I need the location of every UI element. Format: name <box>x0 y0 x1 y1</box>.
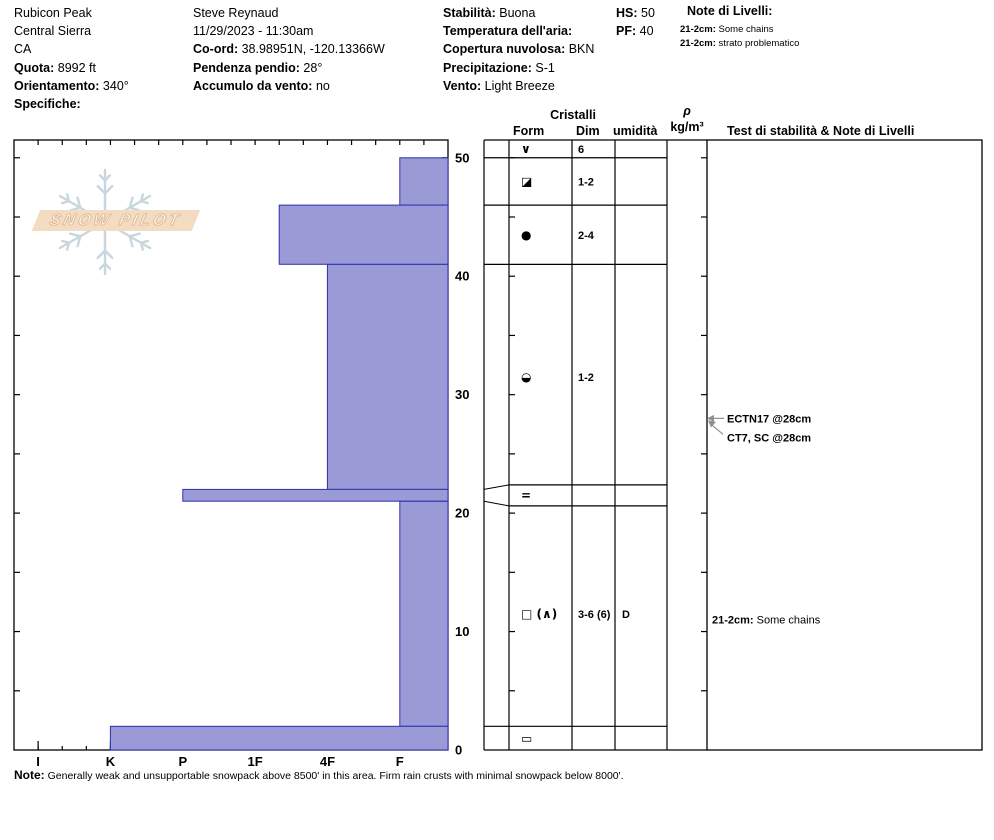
header-col-location: Rubicon Peak Central Sierra CA Quota: 8992 … <box>14 4 129 113</box>
grain-form-cell: ▭ <box>521 731 532 745</box>
moisture-cell: D <box>622 609 630 621</box>
tests-column-frame <box>706 139 983 751</box>
depth-axis-label: 30 <box>455 387 469 402</box>
level-notes-list: 21-2cm: Some chains 21-2cm: strato proble… <box>680 23 799 50</box>
header-line: Precipitazione: S-1 <box>443 60 555 75</box>
footer-note-text: Generally weak and unsupportable snowpac… <box>47 770 624 782</box>
grain-size-cell: 6 <box>578 144 584 156</box>
header-col-conditions: Stabilità: Buona Temperatura dell'aria: Co… <box>443 4 594 95</box>
header-col-hs-pf: HS: 50 PF: 40 <box>616 4 655 40</box>
table-header-tests: Test di stabilità & Note di Livelli <box>727 124 915 138</box>
level-note-item: 21-2cm: Some chains <box>680 24 774 35</box>
hardness-axis-label: K <box>106 754 116 769</box>
grain-form-cell: ∨ <box>521 142 531 156</box>
hardness-axis-label: 1F <box>248 754 263 769</box>
level-notes-title: Note di Livelli: <box>687 4 773 18</box>
footer-note: Note: Generally weak and unsupportable s… <box>14 768 624 782</box>
snow-layer-bar <box>182 488 449 502</box>
depth-axis-label: 20 <box>455 506 469 521</box>
grain-form-cell: ◒ <box>521 370 531 384</box>
depth-axis-label: 0 <box>455 743 462 758</box>
level-note-item: 21-2cm: strato problematico <box>680 37 800 49</box>
grain-size-cell: 2-4 <box>578 230 595 242</box>
header-line: Vento: Light Breeze <box>443 78 555 93</box>
grain-form-cell: ● <box>521 228 531 242</box>
depth-axis-label: 50 <box>455 150 469 165</box>
grain-form-cell: = <box>521 489 531 503</box>
header-line: Orientamento: 340° <box>14 78 129 93</box>
table-header-umidita: umidità <box>613 124 658 138</box>
layer-note: 21-2cm: Some chains <box>712 615 821 627</box>
snow-layer-bar <box>109 725 449 751</box>
header-line: 11/29/2023 - 11:30am <box>193 24 314 39</box>
grain-size-cell: 1-2 <box>578 177 594 189</box>
header-line: Rubicon Peak <box>14 6 92 20</box>
test-arrow-icon <box>707 414 714 422</box>
header-line: Pendenza pendio: 28° <box>193 60 323 75</box>
header-line: Specifiche: <box>14 96 81 111</box>
depth-axis-label: 40 <box>455 269 469 284</box>
header-line: Temperatura dell'aria: <box>443 24 573 39</box>
snow-layer-bar <box>278 204 449 265</box>
test-arrow-icon <box>708 420 716 428</box>
header-line: HS: 50 <box>616 6 655 20</box>
header-line: Stabilità: Buona <box>443 6 536 20</box>
grain-size-cell: 3-6 (6) <box>578 609 611 621</box>
snow-layer-bar <box>399 157 449 206</box>
header-line: Accumulo da vento: no <box>193 78 330 93</box>
depth-axis-label: 10 <box>455 624 469 639</box>
hardness-axis-label: P <box>178 754 187 769</box>
table-header-dim: Dim <box>576 124 600 138</box>
header-col-observer: Steve Reynaud 11/29/2023 - 11:30am Co-ord:… <box>193 4 385 95</box>
snow-layer-bar <box>399 500 449 727</box>
header-line: Central Sierra <box>14 24 92 39</box>
table-header-form: Form <box>513 124 545 138</box>
table-header-cristalli: Cristalli <box>550 108 596 122</box>
hardness-axis-label: F <box>396 754 404 769</box>
snowpilot-logo: SNOW PILOT <box>30 158 210 288</box>
snow-layer-bar <box>326 263 449 490</box>
hardness-axis-label: I <box>36 754 40 769</box>
table-header-rho: ρ <box>683 104 691 118</box>
table-header-rho-units: kg/m³ <box>670 120 704 134</box>
grain-size-cell: 1-2 <box>578 372 594 384</box>
hardness-axis-label: 4F <box>320 754 335 769</box>
header-line: Steve Reynaud <box>193 6 279 20</box>
header-line: CA <box>14 42 32 57</box>
grain-form-cell: ◪ <box>521 175 532 189</box>
header-line: Quota: 8992 ft <box>14 60 96 75</box>
footer-note-label: Note: <box>14 768 45 782</box>
stability-test-result: CT7, SC @28cm <box>727 432 811 444</box>
header-line: Co-ord: 38.98951N, -120.13366W <box>193 42 385 57</box>
stability-test-result: ECTN17 @28cm <box>727 413 811 425</box>
header-line: Copertura nuvolosa: BKN <box>443 42 595 57</box>
grain-form-cell: □ (∧) <box>521 607 557 621</box>
header-line: PF: 40 <box>616 24 654 39</box>
